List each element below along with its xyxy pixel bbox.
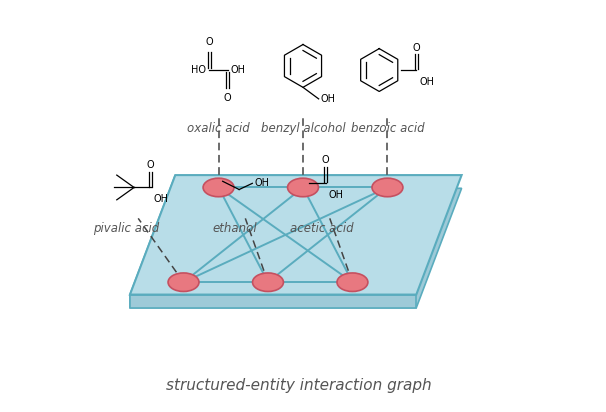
Ellipse shape [253,273,284,292]
Text: OH: OH [231,65,246,75]
Text: structured-entity interaction graph: structured-entity interaction graph [166,378,431,393]
Text: benzoic acid: benzoic acid [351,122,424,135]
Polygon shape [130,188,462,308]
Text: O: O [205,37,213,47]
Text: oxalic acid: oxalic acid [187,122,250,135]
Polygon shape [130,175,175,308]
Text: O: O [322,155,330,165]
Text: acetic acid: acetic acid [290,222,353,236]
Ellipse shape [288,178,318,197]
Text: HO: HO [191,65,206,75]
Text: OH: OH [154,194,169,204]
Ellipse shape [337,273,368,292]
Ellipse shape [372,178,403,197]
Text: benzyl alcohol: benzyl alcohol [261,122,345,135]
Text: O: O [224,93,231,103]
Ellipse shape [168,273,199,292]
Polygon shape [130,295,416,308]
Text: OH: OH [321,94,336,104]
Text: ethanol: ethanol [213,222,258,236]
Text: O: O [413,43,420,53]
Ellipse shape [203,178,234,197]
Text: pivalic acid: pivalic acid [93,222,159,236]
Polygon shape [130,175,462,295]
Text: OH: OH [255,178,270,188]
Text: O: O [147,160,155,170]
Text: OH: OH [419,77,435,87]
Text: OH: OH [329,190,344,199]
